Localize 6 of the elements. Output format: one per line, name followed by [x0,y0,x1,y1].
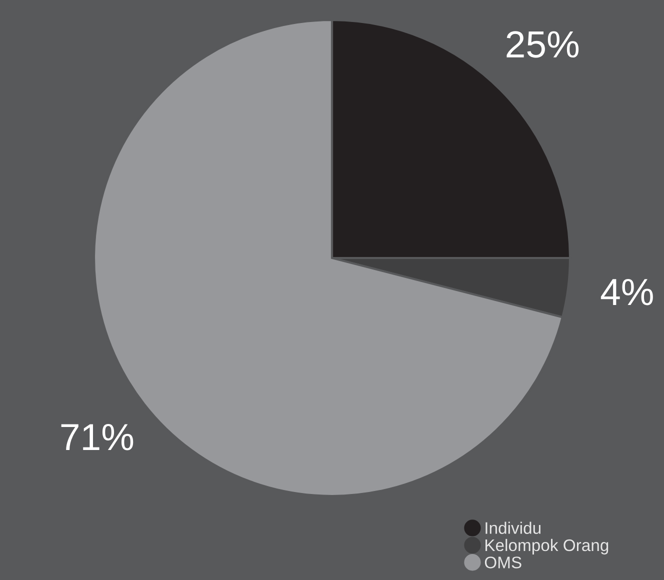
legend-label: OMS [484,556,522,568]
legend-label: Individu [486,522,540,534]
data-label: 4% [600,278,653,306]
data-label: 25% [506,31,579,58]
data-label: 71% [61,424,134,450]
legend-label: Kelompok Orang [485,538,608,554]
